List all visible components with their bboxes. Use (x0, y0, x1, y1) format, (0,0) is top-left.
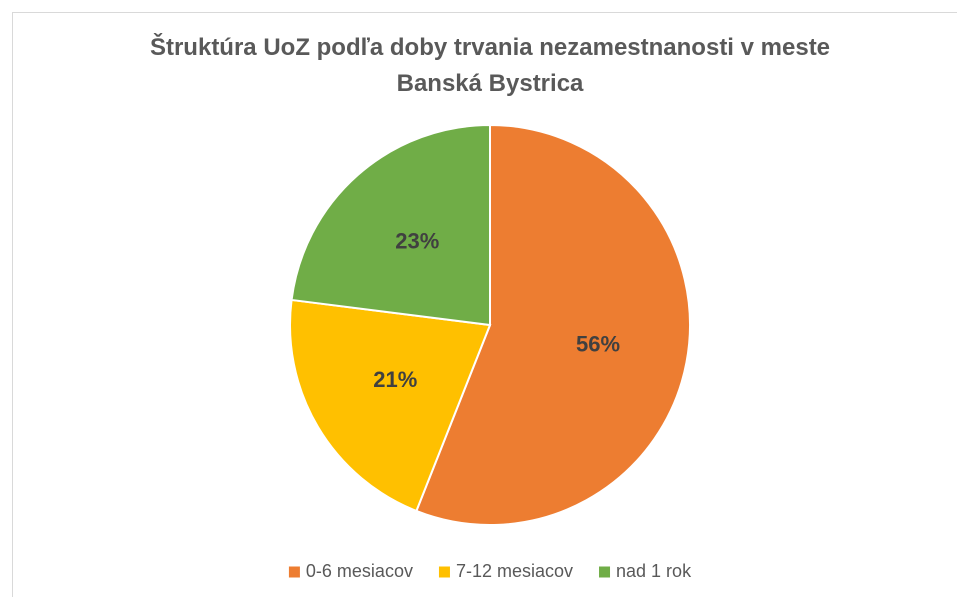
chart-title: Štruktúra UoZ podľa doby trvania nezames… (149, 34, 831, 97)
data-label: 23% (395, 228, 439, 253)
pie-slice (289, 298, 492, 513)
pie-slice (415, 123, 691, 526)
legend-label: 7-12 mesiacov (456, 561, 573, 581)
legend-label: nad 1 rok (616, 561, 692, 581)
data-label: 56% (576, 331, 620, 356)
legend-label: 0-6 mesiacov (306, 561, 413, 581)
pie-slice (290, 123, 491, 327)
chart-frame (12, 12, 957, 597)
legend-swatch (288, 566, 300, 578)
data-label: 21% (373, 367, 417, 392)
legend-swatch (599, 566, 611, 578)
legend-swatch (438, 566, 450, 578)
